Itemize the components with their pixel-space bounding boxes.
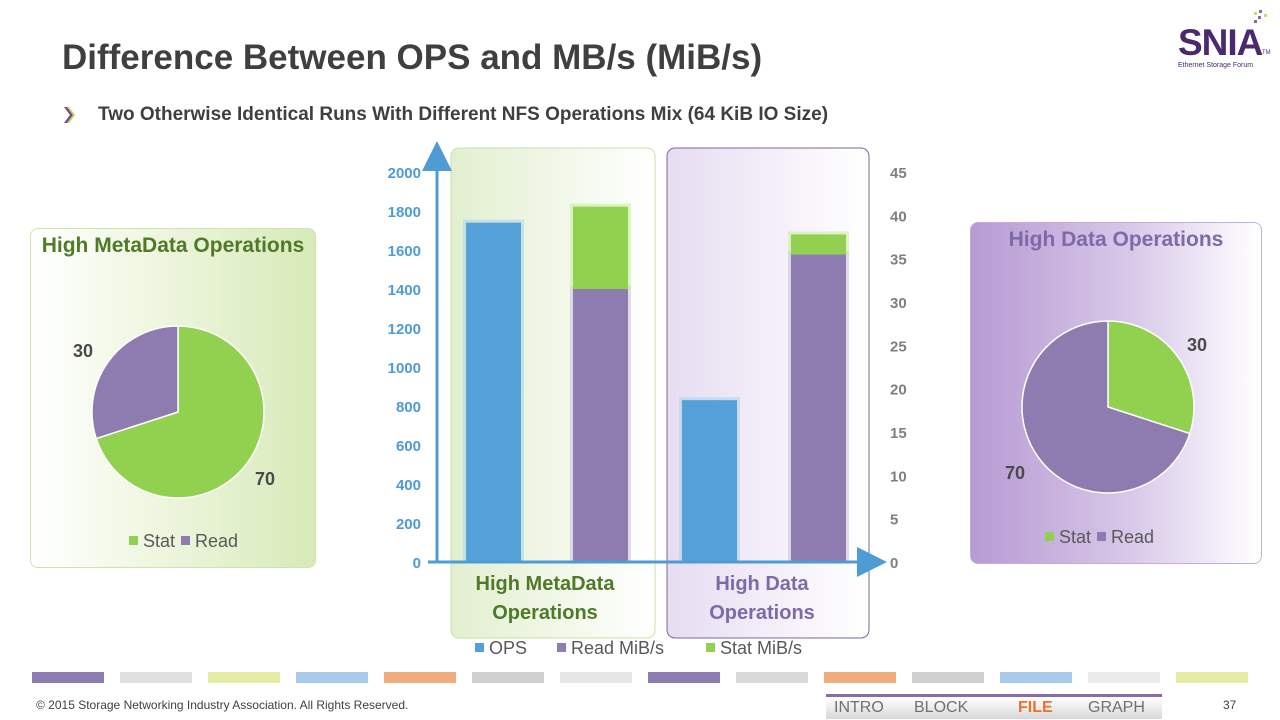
legend-swatch-stat (1045, 532, 1054, 541)
legend-stat: Stat (129, 531, 175, 552)
copyright: © 2015 Storage Networking Industry Assoc… (36, 698, 409, 712)
pie-label-stat: 70 (255, 469, 276, 489)
left-tick-label: 400 (396, 477, 421, 494)
category-label-metadata: High MetaData Operations (475, 573, 615, 624)
footer-color-bar (1176, 672, 1248, 683)
right-tick-label: 25 (890, 338, 907, 355)
left-pie-panel: High MetaData Operations 30 70 Stat Read (30, 228, 316, 568)
nav-item-file[interactable]: FILE (1018, 699, 1053, 716)
right-tick-label: 10 (890, 468, 907, 485)
bar-read-mibs (791, 254, 846, 563)
bar-ops (682, 400, 737, 562)
right-tick-label: 15 (890, 425, 907, 442)
pie-slice-read (91, 325, 179, 440)
left-tick-label: 1600 (388, 243, 421, 260)
legend-swatch-read (181, 536, 190, 545)
right-tick-label: 40 (890, 208, 907, 225)
right-axis-ticks: 0 5 10 15 20 25 30 35 40 45 (890, 165, 907, 572)
snia-logo: SNIA TM Ethernet Storage Forum (1172, 6, 1272, 72)
subtitle: Two Otherwise Identical Runs With Differ… (98, 104, 829, 125)
left-tick-label: 200 (396, 516, 421, 533)
legend-stat-mibs: Stat MiB/s (706, 638, 802, 659)
footer-color-bar (1088, 672, 1160, 683)
footer-color-bar (824, 672, 896, 683)
bar-stat-mibs (573, 206, 628, 289)
left-tick-label: 0 (413, 555, 421, 572)
logo-tagline: Ethernet Storage Forum (1178, 62, 1254, 69)
footer-color-bar (912, 672, 984, 683)
legend-read: Read (1097, 527, 1154, 548)
legend-ops: OPS (475, 638, 527, 659)
bar-ops (466, 222, 521, 562)
right-tick-label: 45 (890, 165, 907, 182)
legend-swatch-ops (475, 643, 484, 652)
left-axis-ticks: 0 200 400 600 800 1000 1200 1400 1600 1800 2000 (388, 165, 421, 572)
footer-color-bar (472, 672, 544, 683)
legend-read-mibs: Read MiB/s (557, 638, 664, 659)
footer-color-bar (1000, 672, 1072, 683)
right-pie-panel: High Data Operations 30 70 Stat Read (970, 222, 1262, 564)
left-tick-label: 2000 (388, 165, 421, 182)
right-tick-label: 20 (890, 382, 907, 399)
page-number: 37 (1223, 698, 1237, 712)
footer-color-bar (560, 672, 632, 683)
pie-label-read: 30 (73, 341, 94, 361)
footer-color-bar (296, 672, 368, 683)
logo-dots-icon (1254, 10, 1267, 23)
legend-swatch-read (1097, 532, 1106, 541)
right-pie-svg (1021, 320, 1195, 494)
left-pie-svg (91, 325, 265, 499)
left-tick-label: 800 (396, 399, 421, 416)
left-tick-label: 1800 (388, 204, 421, 221)
footer-color-bar (648, 672, 720, 683)
page-title: Difference Between OPS and MB/s (MiB/s) (62, 38, 763, 77)
section-nav: INTRO BLOCK FILE GRAPH (826, 694, 1162, 719)
left-tick-label: 600 (396, 438, 421, 455)
left-tick-label: 1200 (388, 321, 421, 338)
logo-tm: TM (1262, 50, 1271, 56)
legend-swatch-stat-mibs (706, 643, 715, 652)
left-tick-label: 1400 (388, 282, 421, 299)
nav-item-intro[interactable]: INTRO (834, 699, 884, 716)
pie-label-read: 70 (1005, 463, 1026, 483)
legend-stat: Stat (1045, 527, 1091, 548)
nav-item-graph[interactable]: GRAPH (1088, 699, 1145, 716)
right-tick-label: 30 (890, 295, 907, 312)
left-pie-title: High MetaData Operations (41, 234, 305, 257)
bar-stat-mibs (791, 234, 846, 255)
footer-color-bar (32, 672, 104, 683)
pie-label-stat: 30 (1187, 335, 1208, 355)
right-pie-title: High Data Operations (1008, 228, 1224, 251)
nav-item-block[interactable]: BLOCK (914, 699, 969, 716)
right-tick-label: 5 (890, 512, 898, 529)
footer-color-bar (384, 672, 456, 683)
pie-slice-stat (95, 325, 265, 499)
footer-color-bar (120, 672, 192, 683)
category-label-data: High Data Operations (709, 573, 815, 624)
legend-read: Read (181, 531, 238, 552)
legend-swatch-read-mibs (557, 643, 566, 652)
footer-color-bar (736, 672, 808, 683)
bars (463, 203, 849, 563)
chevron-bullet-icon (64, 107, 75, 123)
right-tick-label: 0 (890, 555, 898, 572)
pie-slice-stat (1107, 320, 1195, 435)
pie-slice-read (1021, 320, 1191, 494)
left-tick-label: 1000 (388, 360, 421, 377)
bar-read-mibs (573, 289, 628, 562)
right-tick-label: 35 (890, 252, 907, 269)
footer-color-bar (208, 672, 280, 683)
logo-text: SNIA (1178, 22, 1263, 63)
legend-swatch-stat (129, 536, 138, 545)
